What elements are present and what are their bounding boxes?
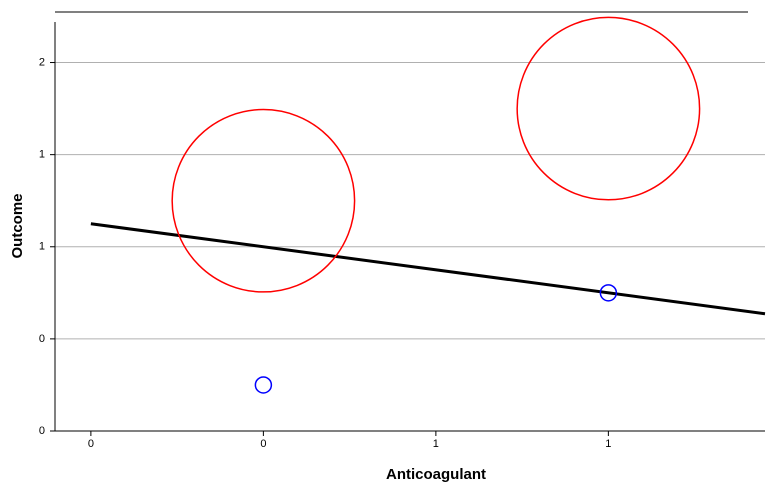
bubble (516, 16, 701, 201)
y-tick-label: 0 (39, 333, 45, 345)
x-axis-title: Anticoagulant (386, 466, 486, 483)
bubble (254, 376, 273, 394)
bubble (599, 284, 618, 302)
x-tick-label: 0 (260, 438, 266, 450)
x-tick-label: 0 (88, 438, 94, 450)
fit-line (90, 222, 766, 316)
x-tick-label: 1 (605, 438, 611, 450)
y-tick-label: 1 (39, 241, 45, 253)
x-tick-label: 1 (433, 438, 439, 450)
y-axis-title: Outcome (9, 193, 26, 258)
bubble (171, 108, 356, 293)
y-tick-label: 0 (39, 425, 45, 437)
y-tick-label: 2 (39, 56, 45, 68)
y-tick-label: 1 (39, 149, 45, 161)
